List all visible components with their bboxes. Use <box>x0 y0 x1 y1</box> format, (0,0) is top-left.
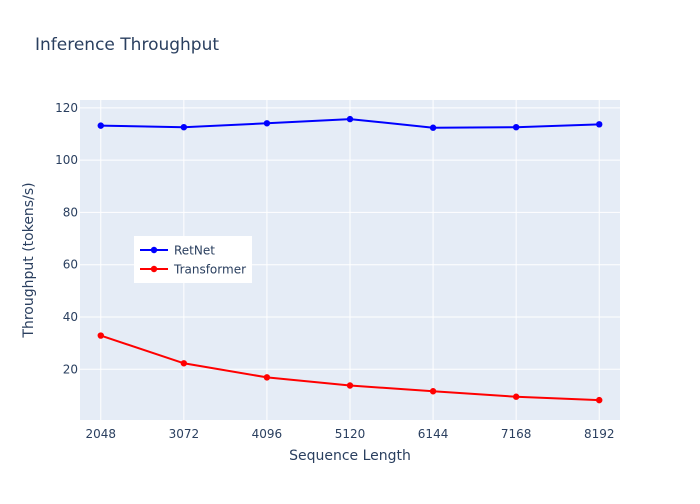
x-tick-label: 5120 <box>335 427 366 441</box>
data-point-transformer <box>596 396 603 404</box>
y-tick-label: 20 <box>63 362 78 376</box>
data-point-transformer <box>512 393 520 400</box>
y-tick-label: 40 <box>63 310 78 324</box>
data-point-retnet <box>263 120 271 127</box>
x-tick-label: 8192 <box>584 427 615 441</box>
data-point-retnet <box>346 115 354 123</box>
series-layer <box>97 115 603 404</box>
y-tick-label: 80 <box>63 205 78 219</box>
legend: RetNet Transformer <box>134 236 252 283</box>
series-retnet <box>97 115 603 131</box>
legend-label-retnet: RetNet <box>174 244 215 258</box>
x-tick-label: 6144 <box>418 427 449 441</box>
data-point-transformer <box>180 360 188 367</box>
data-point-transformer <box>429 388 437 395</box>
legend-marker-transformer <box>150 265 158 273</box>
legend-item-retnet: RetNet <box>140 244 215 258</box>
chart-title: Inference Throughput <box>35 35 219 55</box>
y-tick-label: 100 <box>55 153 78 167</box>
legend-box <box>134 236 252 283</box>
y-tick-label: 120 <box>55 101 78 115</box>
data-point-retnet <box>429 124 437 131</box>
data-point-transformer <box>263 374 271 381</box>
data-point-retnet <box>512 123 520 131</box>
y-tick-label: 60 <box>63 258 78 272</box>
data-point-transformer <box>346 382 354 389</box>
data-point-retnet <box>97 122 104 129</box>
series-transformer <box>97 332 603 404</box>
x-tick-label: 3072 <box>169 427 200 441</box>
x-tick-label: 4096 <box>252 427 283 441</box>
legend-marker-retnet <box>150 246 158 254</box>
axis-ticks: 2048 3072 4096 5120 6144 7168 8192 20 40 60 80 100 1… <box>55 101 614 441</box>
data-point-transformer <box>97 332 104 339</box>
data-point-retnet <box>180 123 188 131</box>
x-tick-label: 2048 <box>85 427 116 441</box>
x-axis-title: Sequence Length <box>289 448 411 464</box>
legend-item-transformer: Transformer <box>140 263 246 277</box>
y-axis-title: Throughput (tokens/s) <box>21 182 37 338</box>
x-tick-label: 7168 <box>501 427 532 441</box>
legend-label-transformer: Transformer <box>173 263 246 277</box>
data-point-retnet <box>596 121 603 128</box>
